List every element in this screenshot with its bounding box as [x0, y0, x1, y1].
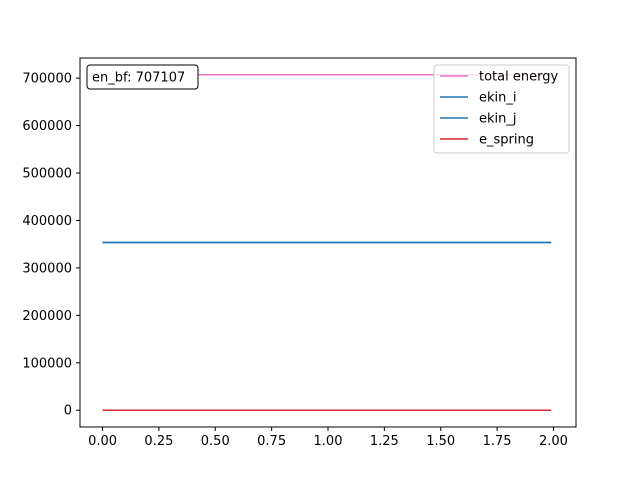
annotation-text: en_bf: 707107: [92, 71, 185, 86]
y-tick-label: 200000: [22, 309, 72, 324]
y-tick-label: 600000: [22, 119, 72, 134]
y-tick-label: 300000: [22, 261, 72, 276]
legend-label: ekin_j: [479, 112, 517, 127]
legend-label: e_spring: [479, 133, 534, 148]
y-tick-label: 700000: [22, 72, 72, 87]
x-axis: 0.00 0.25 0.50 0.75 1.00 1.25 1.50 1.75 2.00: [88, 427, 568, 449]
x-tick-label: 1.75: [483, 434, 512, 449]
x-tick-label: 2.00: [539, 434, 568, 449]
annotation-box: [86, 64, 199, 90]
x-tick-label: 0.00: [88, 434, 117, 449]
y-tick-label: 100000: [22, 356, 72, 371]
y-tick-label: 0: [64, 404, 72, 419]
y-axis: 0 100000 200000 300000 400000 500000 600000 700…: [22, 72, 80, 419]
x-tick-label: 0.75: [257, 434, 286, 449]
x-tick-label: 0.25: [144, 434, 173, 449]
annotation-layer: en_bf: 707107: [86, 64, 199, 90]
y-tick-label: 400000: [22, 214, 72, 229]
legend-label: ekin_i: [479, 91, 517, 106]
legend-label: total energy: [479, 70, 558, 85]
x-tick-label: 0.50: [201, 434, 230, 449]
x-tick-label: 1.50: [426, 434, 455, 449]
x-tick-label: 1.25: [370, 434, 399, 449]
x-tick-label: 1.00: [314, 434, 343, 449]
y-tick-label: 500000: [22, 167, 72, 182]
legend-box: [433, 64, 570, 154]
legend: total energy ekin_i ekin_j e_spring: [433, 64, 570, 154]
